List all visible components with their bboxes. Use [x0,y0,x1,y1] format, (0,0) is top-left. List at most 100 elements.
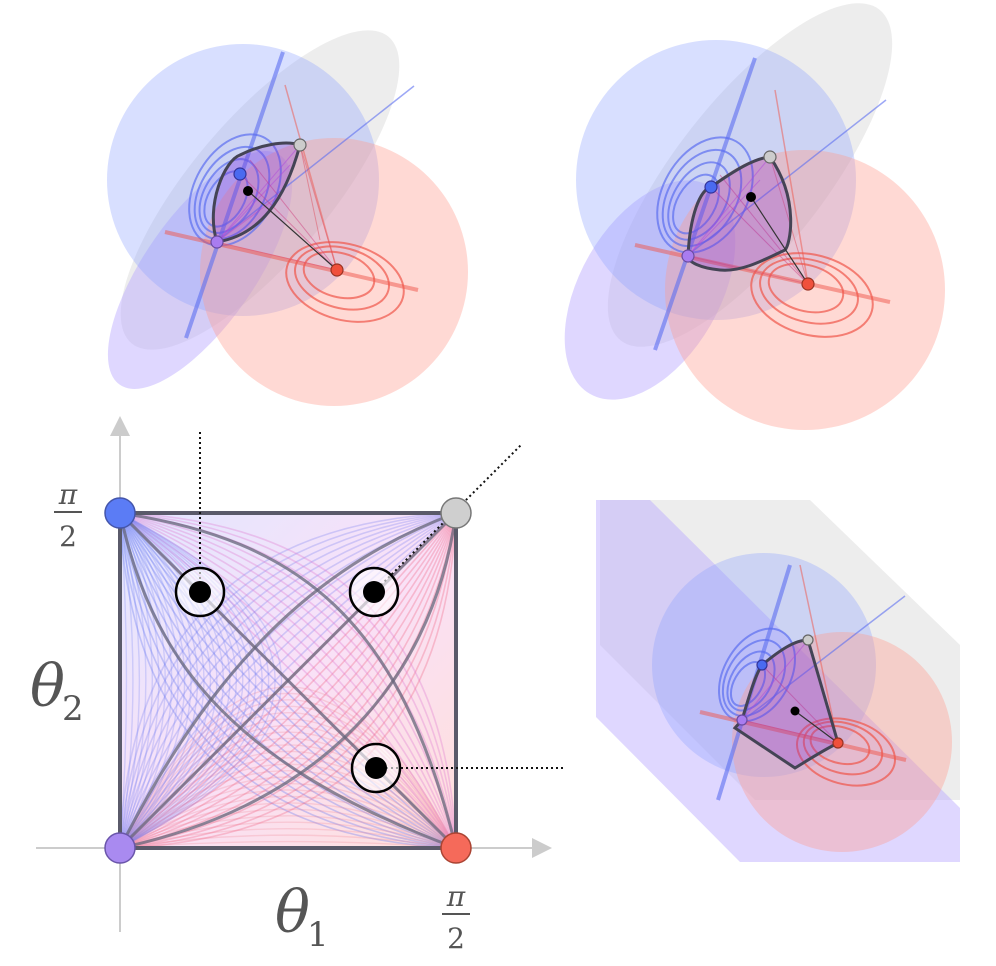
center-link [794,710,839,744]
curve-c [119,737,457,849]
curve-c [119,705,457,849]
fan-lines [687,156,809,285]
blue-point [756,659,768,671]
curve-d [119,512,192,849]
curve-c [119,712,457,849]
frame-curves [118,511,458,850]
curve-c [119,802,457,849]
curve-c [119,718,457,849]
red-axis-line [164,230,419,292]
curve-c [119,699,457,849]
x-axis-label-main: θ [275,878,310,946]
square-frame [118,511,458,850]
x-tick-denominator: 2 [447,922,465,955]
red-contours [750,252,874,338]
y-tick-numerator: π [58,478,78,511]
target-upper-left [174,566,226,618]
curve-d [119,512,134,849]
curve-d [119,512,179,849]
red-point [330,263,344,277]
red-disc [665,150,945,430]
panel-top-left [107,30,468,406]
panel-bottom-right [596,500,960,862]
target-upper-right [348,566,400,618]
red-corner-dot [440,832,472,864]
red-point [832,737,844,749]
curve-d [119,512,166,849]
curve-d [119,512,205,849]
curve-d [119,512,128,849]
target-lower-right [350,742,402,794]
purple-point [210,235,224,249]
red-thin-line [774,89,809,285]
curve-c [119,770,457,849]
feasible-region-outline [732,638,840,770]
y-axis-label: θ 2 [30,652,84,729]
curve-d [119,512,237,849]
curve-c [119,795,457,849]
red-axis-line [699,710,907,762]
red-point [801,277,815,291]
curve-d [119,512,186,849]
curve-c [119,834,457,849]
curve-d [119,512,231,849]
black-point [790,706,800,716]
y-tick-label: π 2 [54,478,82,553]
curve-d [119,512,270,849]
curve-d [119,512,282,849]
curve-d [119,512,225,849]
curve-c [119,744,457,849]
blue-point [233,167,247,181]
feasible-region-outline [211,141,302,244]
panel-top-right [564,3,945,430]
blue-axis-line [653,57,757,351]
curve-d [119,512,199,849]
y-axis-label-main: θ [30,652,65,720]
gray-point [293,138,307,152]
curve-c [119,686,457,849]
x-tick-label: π 2 [442,880,470,955]
curve-d [119,512,160,849]
x-tick-numerator: π [446,880,466,913]
center-link [750,196,809,285]
curve-c [119,776,457,849]
purple-corner-dot [104,832,136,864]
fan-lines [216,144,338,271]
center-link [247,190,338,271]
curve-c [119,731,457,849]
curve-d [119,512,244,849]
y-tick-denominator: 2 [59,520,77,553]
curve-d [119,512,250,849]
curve-d [119,512,257,849]
curve-c [119,815,457,849]
x-axis-label: θ 1 [275,878,329,955]
purple-ellipse [107,151,293,389]
theta-square-plot: π 2 π 2 θ 2 θ 1 [30,416,565,955]
gray-point [802,634,814,646]
curve-d [119,512,276,849]
curve-c [119,789,457,849]
curve-c [119,782,457,849]
y-axis-label-sub: 2 [62,689,84,729]
curve-c [119,840,457,849]
curve-c [119,828,457,849]
blue-corner-dot [104,497,136,529]
black-point [243,186,253,196]
blue-thin-line [741,595,906,722]
gray-corner-dot [440,497,472,529]
curve-c [119,725,457,849]
curve-c [119,692,457,849]
gray-point [763,150,777,164]
curve-d [119,512,211,849]
red-thin-line [799,564,839,744]
blue-disc [107,44,379,316]
leader-lines [199,432,565,769]
blue-thin-line [687,99,887,256]
curve-d [119,512,153,849]
curve-c [119,757,457,849]
purple-point [681,249,695,263]
gray-ellipse [607,3,893,347]
blue-point [704,180,718,194]
black-point [746,192,756,202]
